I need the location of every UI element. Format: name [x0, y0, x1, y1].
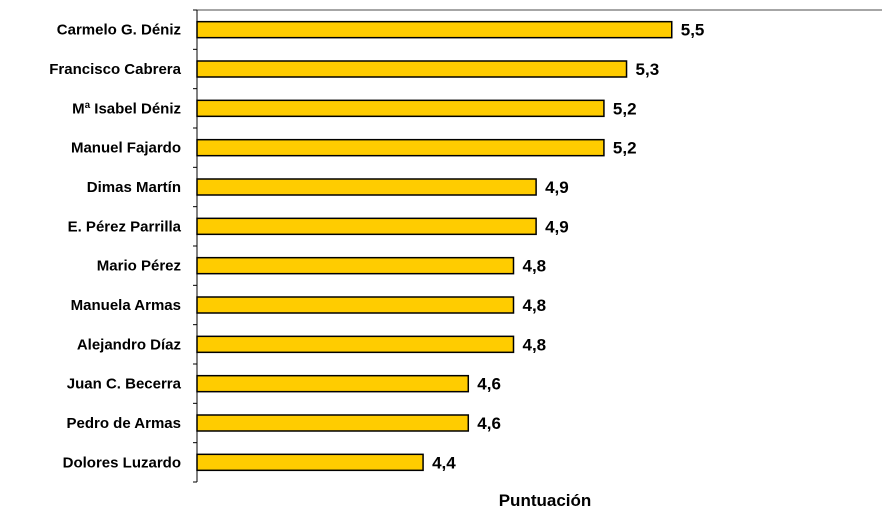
bar [196, 296, 515, 314]
bar [196, 453, 424, 472]
bar [196, 99, 605, 118]
bar [196, 20, 673, 39]
bar [196, 60, 628, 78]
bar [196, 138, 605, 157]
category-label: Juan C. Becerra [67, 376, 182, 393]
category-label: Dolores Luzardo [63, 454, 181, 471]
category-label: E. Pérez Parrilla [68, 218, 182, 235]
value-label: 4,8 [523, 257, 547, 276]
bar [196, 414, 470, 432]
bar [196, 256, 515, 275]
category-label: Dimas Martín [87, 179, 181, 196]
value-label: 4,9 [545, 178, 569, 197]
value-label: 4,8 [523, 296, 547, 315]
value-label: 5,3 [636, 60, 660, 79]
value-label: 4,4 [432, 453, 456, 472]
category-label: Alejandro Díaz [77, 336, 181, 353]
category-label: Francisco Cabrera [49, 61, 181, 78]
bar [196, 178, 537, 196]
category-label: Mario Pérez [97, 258, 181, 275]
x-axis-title: Puntuación [498, 491, 592, 510]
value-label: 4,9 [545, 217, 569, 236]
bar [196, 374, 470, 393]
value-label: 5,2 [613, 99, 637, 118]
value-label: 5,2 [613, 139, 637, 158]
category-label: Manuel Fajardo [71, 140, 181, 157]
value-label: 4,6 [477, 375, 501, 394]
category-label: Carmelo G. Déniz [57, 22, 181, 39]
value-label: 4,8 [523, 335, 547, 354]
value-label: 4,6 [477, 414, 501, 433]
bar [196, 217, 537, 236]
category-label: Mª Isabel Déniz [72, 100, 181, 117]
category-label: Pedro de Armas [67, 415, 182, 432]
category-label: Manuela Armas [71, 297, 181, 314]
value-label: 5,5 [681, 21, 705, 40]
bar [196, 335, 515, 354]
